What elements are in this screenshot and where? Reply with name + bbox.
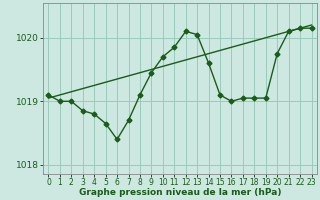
X-axis label: Graphe pression niveau de la mer (hPa): Graphe pression niveau de la mer (hPa) [79, 188, 281, 197]
